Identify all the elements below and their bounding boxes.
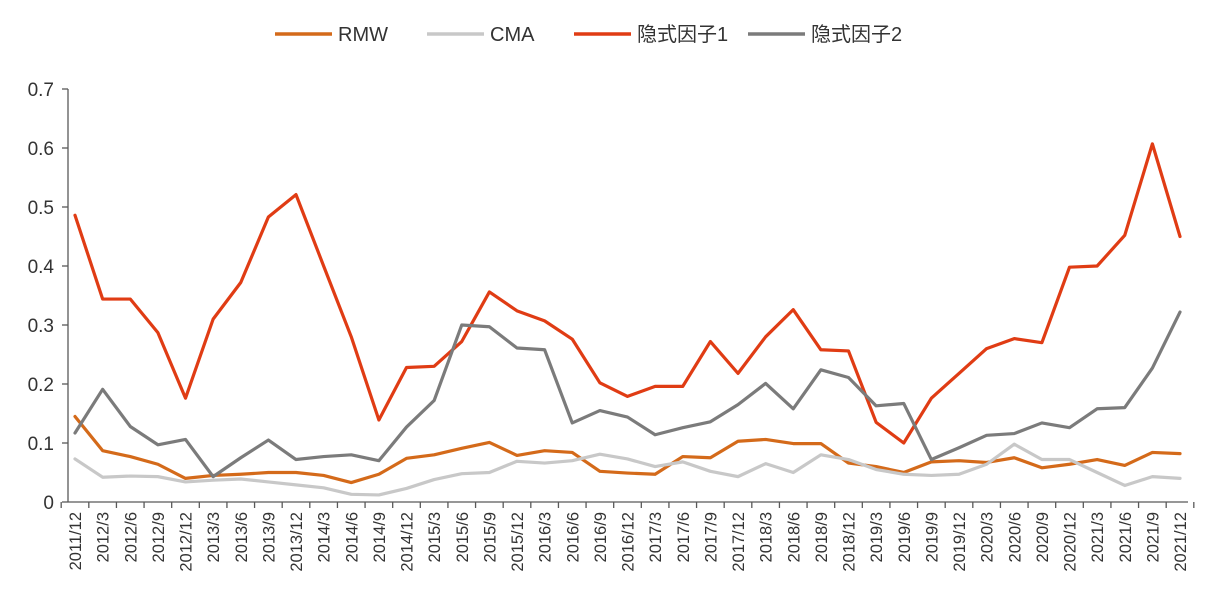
x-tick-label: 2017/6 — [675, 512, 693, 562]
y-tick-label: 0.1 — [28, 434, 54, 455]
x-tick-label: 2020/6 — [1006, 512, 1024, 562]
x-tick-label: 2015/9 — [481, 512, 499, 562]
x-tick-label: 2016/12 — [620, 512, 638, 572]
x-tick-label: 2015/6 — [454, 512, 472, 562]
y-tick-label: 0.2 — [28, 375, 54, 396]
x-tick-label: 2014/6 — [343, 512, 361, 562]
x-tick-label: 2019/3 — [868, 512, 886, 562]
x-tick-label: 2021/12 — [1172, 512, 1190, 572]
legend-label: 隐式因子2 — [811, 23, 902, 46]
x-tick-label: 2016/6 — [564, 512, 582, 562]
x-tick-label: 2021/6 — [1117, 512, 1135, 562]
x-tick-label: 2019/9 — [923, 512, 941, 562]
x-tick-label: 2013/6 — [233, 512, 251, 562]
y-tick-label: 0.7 — [28, 80, 54, 101]
x-tick-label: 2015/12 — [509, 512, 527, 572]
legend: RMW CMA 隐式因子1 隐式因子2 — [275, 23, 902, 46]
x-tick-label: 2017/9 — [702, 512, 720, 562]
x-tick-label: 2018/3 — [758, 512, 776, 562]
x-tick-label: 2020/12 — [1062, 512, 1080, 572]
x-tick-label: 2012/12 — [178, 512, 196, 572]
x-tick-label: 2018/9 — [813, 512, 831, 562]
x-tick-label: 2014/12 — [399, 512, 417, 572]
series-line-4 — [73, 310, 1182, 479]
x-tick-label: 2012/3 — [95, 512, 113, 562]
series-line-3 — [73, 142, 1182, 445]
legend-label: CMA — [490, 24, 535, 46]
series-layer — [73, 142, 1182, 497]
x-tick-label: 2021/3 — [1089, 512, 1107, 562]
x-tick-label: 2016/9 — [592, 512, 610, 562]
series-line-1 — [73, 414, 1182, 485]
x-tick-label: 2015/3 — [426, 512, 444, 562]
legend-label: RMW — [338, 24, 388, 46]
series-line-2 — [73, 442, 1182, 497]
legend-label: 隐式因子1 — [637, 23, 728, 46]
x-tick-label: 2012/6 — [122, 512, 140, 562]
x-tick-label: 2020/3 — [979, 512, 997, 562]
y-tick-label: 0.4 — [28, 257, 55, 278]
y-tick-label: 0 — [43, 493, 54, 514]
x-tick-label: 2017/3 — [647, 512, 665, 562]
y-axis: 0 0.1 0.2 0.3 0.4 0.5 0.6 0.7 — [28, 80, 69, 514]
x-tick-label: 2018/6 — [785, 512, 803, 562]
y-tick-label: 0.3 — [28, 316, 54, 337]
x-tick-label: 2017/12 — [730, 512, 748, 572]
x-tick-label: 2018/12 — [841, 512, 859, 572]
x-tick-label: 2011/12 — [67, 512, 85, 570]
x-tick-label: 2014/3 — [316, 512, 334, 562]
x-tick-label: 2019/12 — [951, 512, 969, 572]
y-tick-label: 0.6 — [28, 139, 54, 160]
y-tick-label: 0.5 — [28, 198, 54, 219]
x-tick-label: 2014/9 — [371, 512, 389, 562]
x-tick-label: 2019/6 — [896, 512, 914, 562]
x-tick-label: 2013/9 — [260, 512, 278, 562]
x-tick-label: 2012/9 — [150, 512, 168, 562]
x-tick-label: 2013/12 — [288, 512, 306, 572]
x-axis: 2011/12 2012/3 2012/6 2012/9 2012/12 2013/3 20… — [60, 501, 1195, 572]
x-tick-label: 2016/3 — [537, 512, 555, 562]
x-tick-label: 2013/3 — [205, 512, 223, 562]
x-tick-label: 2020/9 — [1034, 512, 1052, 562]
x-tick-label: 2021/9 — [1144, 512, 1162, 562]
